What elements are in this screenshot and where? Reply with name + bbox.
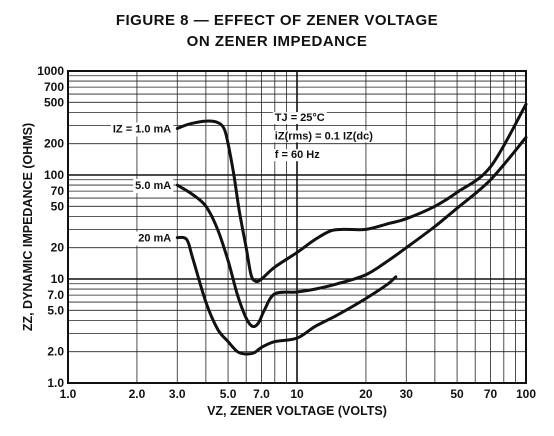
chart-title-line-2: ON ZENER IMPEDANCE (186, 33, 368, 50)
plot-frame (67, 70, 527, 384)
series-labels: IZ = 1.0 mA 5.0 mA 20 mA (110, 122, 174, 246)
y-tick-label: 5.0 (47, 303, 64, 317)
condition-text: f = 60 Hz (275, 149, 320, 161)
chart-title: FIGURE 8 — EFFECT OF ZENER VOLTAGE ON ZE… (0, 10, 554, 52)
y-tick-label: 700 (44, 80, 64, 94)
x-tick-label: 10 (290, 387, 304, 401)
condition-background (272, 112, 327, 125)
x-tick-label: 30 (400, 387, 414, 401)
series-label: 5.0 mA (135, 180, 171, 192)
y-tick-label: 10 (51, 272, 65, 286)
y-tick-label: 500 (44, 95, 64, 109)
x-tick-label: 1.0 (60, 387, 77, 401)
condition-background (272, 149, 323, 162)
y-axis-label: ZZ, DYNAMIC IMPEDANCE (OHMS) (21, 123, 35, 331)
series-curves (175, 102, 528, 356)
y-tick-label: 50 (51, 199, 65, 213)
condition-text: iZ(rms) = 0.1 IZ(dc) (275, 130, 373, 142)
series-label-background (133, 179, 174, 194)
series-label-background (136, 231, 174, 246)
test-conditions: TJ = 25°C iZ(rms) = 0.1 IZ(dc) f = 60 Hz (272, 112, 376, 162)
condition-background (272, 130, 376, 143)
y-tick-label: 1.0 (47, 376, 64, 390)
y-tick-label: 70 (51, 184, 65, 198)
series-label: IZ = 1.0 mA (113, 123, 171, 135)
x-tick-label: 20 (359, 387, 373, 401)
x-tick-label: 2.0 (129, 387, 146, 401)
x-tick-label: 70 (484, 387, 498, 401)
y-tick-label: 200 (44, 137, 64, 151)
series-line (175, 235, 398, 356)
x-tick-label: 50 (450, 387, 464, 401)
series-line (175, 102, 528, 284)
y-tick-label: 20 (51, 241, 65, 255)
chart-title-line-1: FIGURE 8 — EFFECT OF ZENER VOLTAGE (115, 12, 439, 29)
x-tick-label: 7.0 (253, 387, 270, 401)
y-tick-label: 2.0 (47, 345, 64, 359)
y-tick-label: 7.0 (47, 288, 64, 302)
condition-text: TJ = 25°C (275, 112, 325, 124)
x-tick-label: 100 (516, 387, 536, 401)
x-tick-label: 3.0 (169, 387, 186, 401)
x-tick-label: 5.0 (220, 387, 237, 401)
series-line (175, 135, 528, 329)
series-label: 20 mA (138, 233, 171, 245)
y-tick-label: 100 (44, 168, 64, 182)
y-tick-label: 1000 (37, 64, 64, 78)
series-label-background (110, 122, 174, 137)
tick-labels: 1.0 2.0 3.0 5.0 7.0 10 20 30 50 70 1001.02.05.07.0… (37, 64, 536, 401)
x-axis-label: VZ, ZENER VOLTAGE (VOLTS) (207, 404, 387, 418)
